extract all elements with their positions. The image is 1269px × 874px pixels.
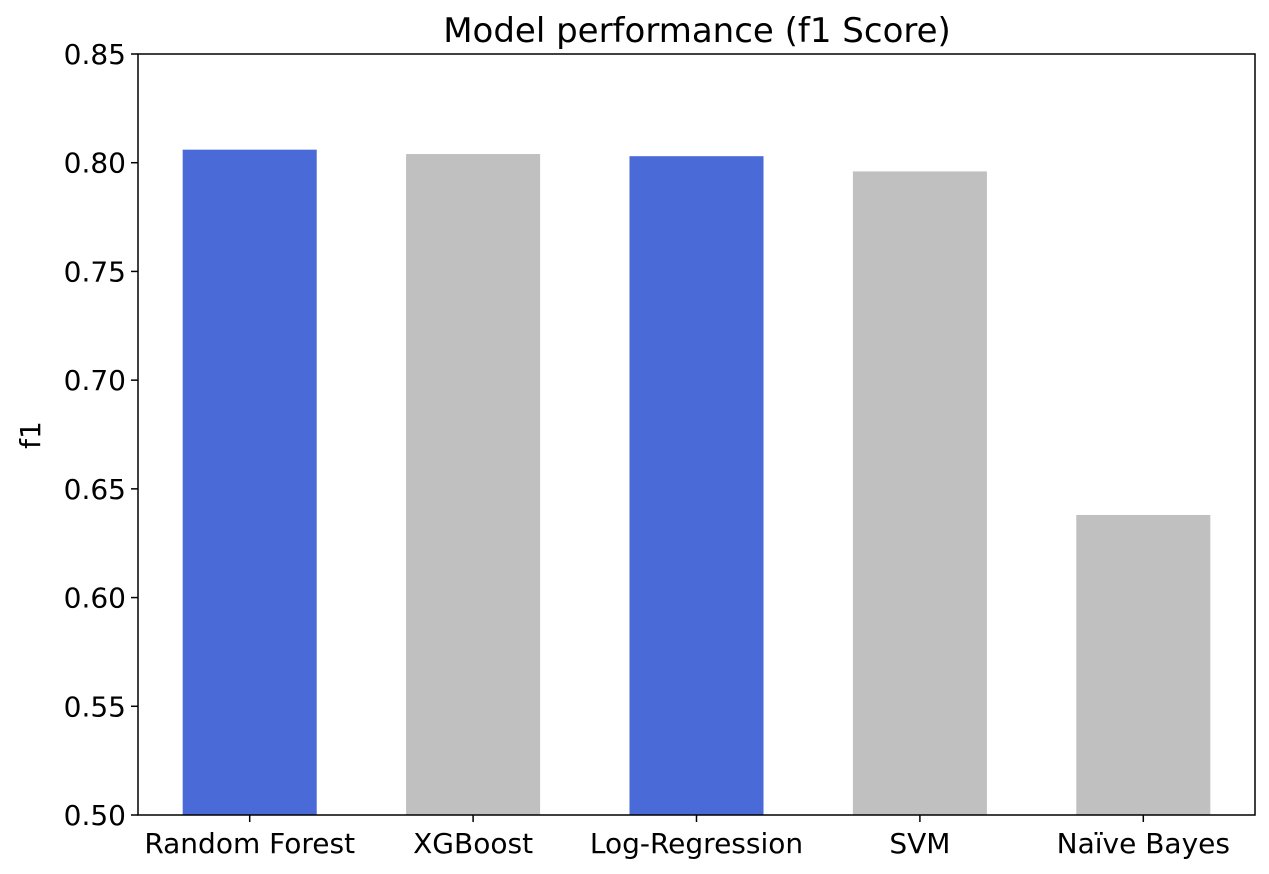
y-tick-label: 0.55	[64, 690, 126, 723]
y-tick-label: 0.85	[64, 38, 126, 71]
x-tick-label: XGBoost	[413, 827, 533, 860]
y-tick-label: 0.50	[64, 799, 126, 832]
y-tick-label: 0.65	[64, 473, 126, 506]
y-ticks-group: 0.50 0.55 0.60 0.65 0.70 0.75 0.80 0.85	[64, 38, 138, 832]
y-tick-label: 0.70	[64, 364, 126, 397]
x-tick-label: Random Forest	[144, 827, 355, 860]
bars-group	[182, 149, 1211, 816]
y-tick-label: 0.75	[64, 255, 126, 288]
plot-frame	[137, 53, 1256, 816]
bar-4	[1076, 514, 1211, 815]
bar-1	[406, 154, 541, 815]
y-axis-label: f1	[14, 421, 47, 449]
chart-title: Model performance (f1 Score)	[443, 11, 951, 51]
x-tick-label: SVM	[889, 827, 950, 860]
x-ticks-group: Random Forest XGBoost Log-Regression SVM Naï…	[144, 815, 1230, 860]
bar-2	[629, 156, 764, 816]
y-tick-label: 0.80	[64, 147, 126, 180]
y-tick-label: 0.60	[64, 582, 126, 615]
bar-3	[852, 171, 987, 815]
bar-0	[182, 149, 317, 815]
x-tick-label: Log-Regression	[590, 827, 803, 860]
x-tick-label: Naïve Bayes	[1057, 827, 1230, 860]
